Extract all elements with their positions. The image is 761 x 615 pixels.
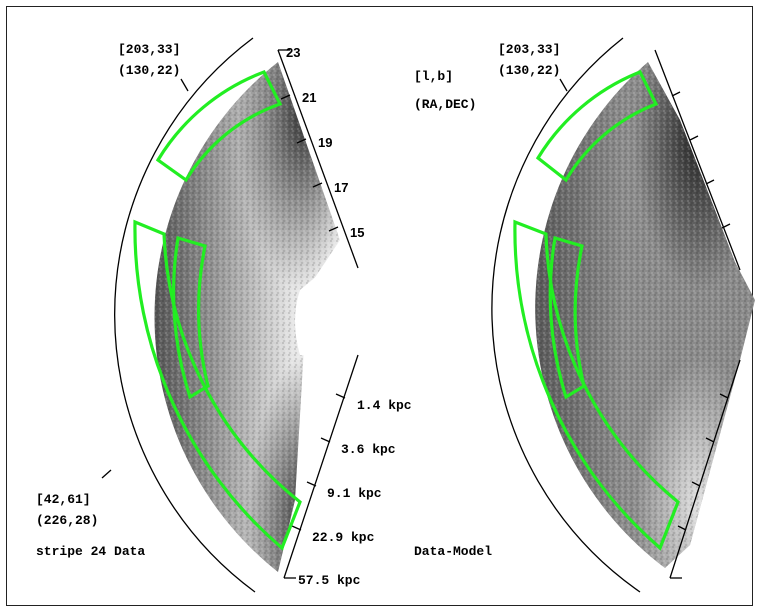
right-selection-box-outer — [513, 219, 680, 551]
magnitude-tick-label: 17 — [334, 180, 348, 195]
left-bottom-coord-lb: [42,61] — [36, 492, 91, 507]
right-outer-arc — [491, 37, 641, 593]
right-wedge — [535, 62, 755, 568]
left-wedge-empty-region — [295, 240, 360, 360]
right-caption: Data-Model — [414, 544, 492, 559]
distance-tick-label: 1.4 kpc — [357, 398, 412, 413]
left-outer-arc — [114, 37, 256, 593]
legend-lb: [l,b] — [414, 69, 453, 84]
left-selection-box-outer — [133, 219, 302, 551]
left-arc-tick — [101, 469, 112, 479]
distance-tick-label: 9.1 kpc — [327, 486, 382, 501]
right-selection-box-upper — [535, 69, 659, 183]
left-arc-tick — [180, 78, 189, 92]
distance-tick-label: 22.9 kpc — [312, 530, 375, 545]
left-top-coord-lb: [203,33] — [118, 42, 180, 57]
left-distance-axis — [283, 354, 359, 579]
legend-radec: (RA,DEC) — [414, 97, 476, 112]
right-bottom-axis — [669, 359, 741, 579]
left-wedge — [154, 62, 360, 572]
left-caption: stripe 24 Data — [36, 544, 145, 559]
right-top-axis — [654, 49, 741, 271]
magnitude-tick-label: 21 — [302, 90, 316, 105]
left-bottom-coord-radec: (226,28) — [36, 513, 98, 528]
distance-tick-label: 57.5 kpc — [298, 573, 361, 588]
left-top-coord-radec: (130,22) — [118, 63, 180, 78]
left-selection-box-inner — [172, 235, 210, 400]
left-selection-box-upper — [155, 69, 283, 183]
right-top-coord-lb: [203,33] — [498, 42, 560, 57]
magnitude-tick-label: 15 — [350, 225, 364, 240]
right-top-coord-radec: (130,22) — [498, 63, 560, 78]
distance-tick-label: 3.6 kpc — [341, 442, 396, 457]
right-selection-box-inner — [548, 235, 586, 400]
magnitude-tick-label: 19 — [318, 135, 332, 150]
magnitude-tick-label: 23 — [286, 45, 300, 60]
left-magnitude-axis — [277, 49, 359, 269]
